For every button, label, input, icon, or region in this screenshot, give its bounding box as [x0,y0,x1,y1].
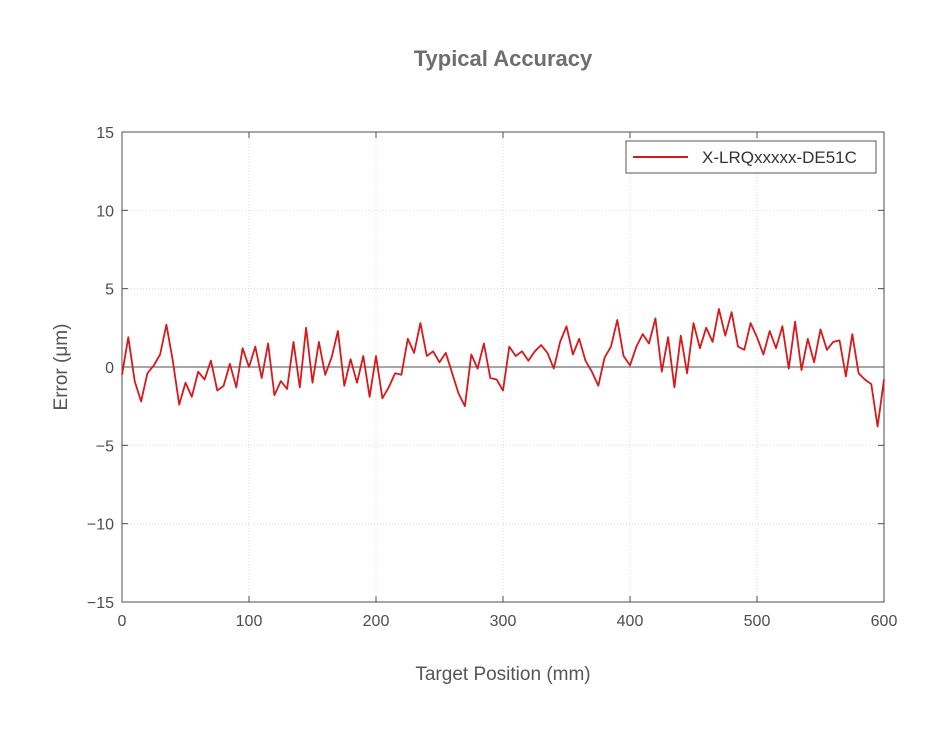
x-tick-label: 100 [236,613,263,630]
y-tick-label: 5 [105,282,114,299]
legend: X-LRQxxxxx-DE51C [625,140,877,174]
y-tick-label: 10 [96,203,114,220]
y-tick-label: 0 [105,360,114,377]
x-tick-label: 400 [617,613,644,630]
series-line [121,308,885,428]
x-tick-label: 500 [744,613,771,630]
y-tick-label: 15 [96,125,114,142]
x-tick-label: 200 [363,613,390,630]
chart-title: Typical Accuracy [414,46,593,71]
y-tick-labels: 15 10 5 0 −5 −10 −15 [87,125,114,612]
series-layer [121,308,885,428]
x-axis-label: Target Position (mm) [415,664,590,685]
y-tick-label: −15 [87,595,114,612]
x-tick-label: 600 [871,613,898,630]
x-tick-label: 0 [118,613,127,630]
legend-label: X-LRQxxxxx-DE51C [702,148,857,167]
y-axis-label: Error (μm) [51,324,72,411]
y-tick-label: −10 [87,517,114,534]
x-tick-labels: 0 100 200 300 400 500 600 [118,613,898,630]
x-tick-label: 300 [490,613,517,630]
y-tick-label: −5 [96,438,114,455]
axis-ticks [121,131,885,603]
